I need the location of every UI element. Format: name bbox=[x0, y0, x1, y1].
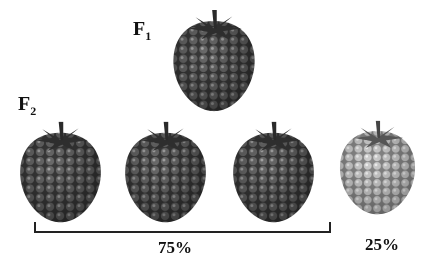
f1-label: F1 bbox=[133, 18, 151, 43]
f2-berry bbox=[233, 122, 314, 222]
diagram: F1 F2 75% 25% bbox=[0, 0, 423, 264]
recessive-percent: 25% bbox=[365, 235, 399, 254]
f2-label: F2 bbox=[18, 93, 36, 118]
f2-berry bbox=[20, 122, 101, 222]
f2-berry bbox=[125, 122, 206, 222]
f1-berry bbox=[173, 10, 254, 111]
bracket bbox=[35, 222, 330, 232]
dominant-percent: 75% bbox=[158, 238, 192, 257]
white-berry bbox=[340, 121, 415, 215]
